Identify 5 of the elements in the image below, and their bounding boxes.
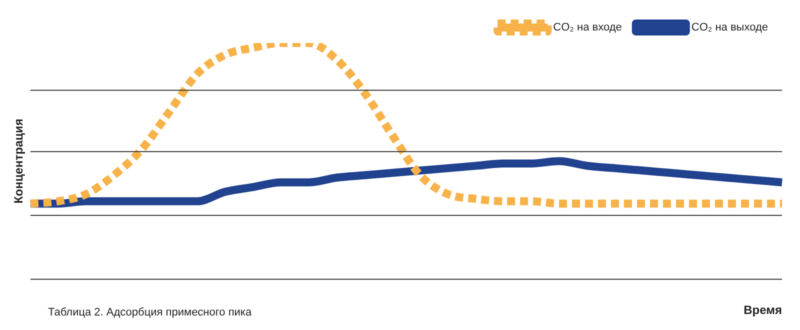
y-axis-title: Концентрация bbox=[12, 118, 26, 204]
legend-label: CO₂ на входе bbox=[553, 22, 622, 34]
x-axis-title: Время bbox=[744, 303, 782, 318]
legend-label: CO₂ на выходе bbox=[691, 22, 768, 34]
text: Таблица 2. Адсорбция примесного пика bbox=[48, 306, 252, 319]
